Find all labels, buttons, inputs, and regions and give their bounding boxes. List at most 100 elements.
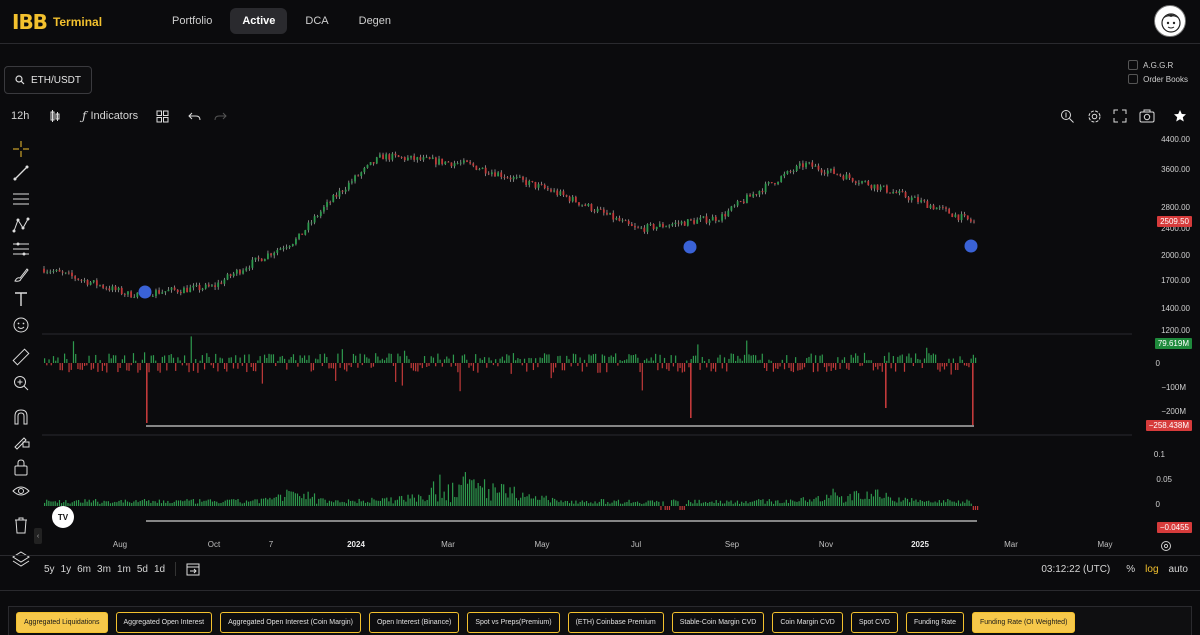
tradingview-logo[interactable]: TV: [52, 506, 74, 528]
indicator-button[interactable]: Spot CVD: [850, 612, 898, 633]
indicator-button[interactable]: Coin Margin CVD: [772, 612, 843, 633]
funding-bar: [337, 500, 339, 506]
cvd-bar: [279, 356, 281, 363]
candle-body: [792, 170, 795, 172]
ruler-icon[interactable]: [12, 348, 30, 366]
forecast-icon[interactable]: [12, 240, 30, 258]
fib-lines-icon[interactable]: [12, 190, 30, 208]
tab-degen[interactable]: Degen: [358, 15, 392, 27]
funding-bar: [322, 498, 324, 506]
funding-bar: [702, 502, 705, 506]
candle-type-icon[interactable]: [48, 109, 62, 123]
order-books-checkbox[interactable]: Order Books: [1128, 74, 1188, 84]
date-range-icon[interactable]: [186, 562, 200, 576]
camera-icon[interactable]: [1139, 109, 1155, 123]
cvd-bar: [132, 353, 135, 363]
price-chart[interactable]: [42, 130, 1132, 555]
cvd-bar: [832, 363, 834, 368]
cvd-bar: [872, 363, 874, 371]
indicator-button[interactable]: Stable-Coin Margin CVD: [671, 612, 765, 633]
price-axis: 4400.00 3600.00 2800.00 2400.00 2000.00 …: [1134, 130, 1200, 552]
eye-icon[interactable]: [12, 482, 30, 500]
liquidation-marker[interactable]: [683, 240, 697, 254]
app-logo[interactable]: IBB Terminal: [12, 10, 102, 34]
aggr-checkbox[interactable]: A.G.G.R: [1128, 60, 1188, 70]
range-1m[interactable]: 1m: [116, 563, 131, 575]
cvd-bar: [728, 358, 730, 363]
candle-body: [811, 162, 814, 167]
axis-settings-icon[interactable]: [1160, 540, 1172, 552]
interval-label: 12h: [11, 110, 30, 122]
candle-body: [870, 185, 873, 189]
lock-icon[interactable]: [12, 458, 30, 476]
candle-body: [487, 173, 490, 175]
percent-toggle[interactable]: %: [1126, 564, 1136, 575]
funding-bar: [564, 500, 566, 506]
zoom-in-icon[interactable]: [12, 374, 30, 392]
indicator-button[interactable]: Spot vs Preps(Premium): [467, 612, 560, 633]
candle-body: [239, 269, 241, 274]
interval-button[interactable]: 12h: [11, 110, 29, 122]
indicator-button[interactable]: Aggregated Open Interest (Coin Margin): [220, 612, 361, 633]
liquidation-marker[interactable]: [138, 285, 152, 299]
emoji-icon[interactable]: [12, 316, 30, 334]
tab-portfolio[interactable]: Portfolio: [172, 15, 213, 27]
favorite-star-icon[interactable]: [1173, 109, 1187, 123]
indicator-button[interactable]: Open Interest (Binance): [368, 612, 460, 633]
funding-bar: [460, 485, 462, 506]
candle-body: [774, 183, 776, 185]
zoom-icon[interactable]: [1060, 109, 1075, 124]
funding-bar: [902, 500, 904, 506]
range-5d[interactable]: 5d: [136, 563, 148, 575]
indicator-button[interactable]: (ETH) Coinbase Premium: [567, 612, 664, 633]
range-1y[interactable]: 1y: [60, 563, 72, 575]
cvd-bar: [177, 357, 179, 363]
layers-icon[interactable]: [12, 550, 30, 568]
auto-toggle[interactable]: auto: [1168, 564, 1188, 575]
layout-grid-icon[interactable]: [156, 110, 169, 123]
funding-bar: [968, 500, 970, 506]
pattern-icon[interactable]: [12, 216, 30, 234]
trash-icon[interactable]: [12, 516, 30, 534]
trend-line-icon[interactable]: [12, 164, 30, 182]
fullscreen-icon[interactable]: [1113, 109, 1127, 123]
range-6m[interactable]: 6m: [77, 563, 92, 575]
lock-drawing-icon[interactable]: [12, 432, 30, 450]
range-5y[interactable]: 5y: [44, 563, 55, 575]
symbol-search[interactable]: ETH/USDT: [4, 66, 92, 94]
crosshair-icon[interactable]: [12, 140, 30, 158]
cvd-bar: [779, 363, 781, 367]
avatar[interactable]: [1154, 5, 1186, 37]
settings-gear-icon[interactable]: [1087, 109, 1102, 124]
cvd-bar: [563, 363, 566, 371]
indicators-button[interactable]: ƒ Indicators: [82, 109, 138, 123]
funding-bar: [350, 500, 352, 506]
funding-bar: [505, 493, 507, 506]
tab-dca[interactable]: DCA: [305, 15, 329, 27]
log-toggle[interactable]: log: [1145, 564, 1159, 575]
redo-icon[interactable]: [214, 110, 227, 123]
brush-icon[interactable]: [12, 266, 30, 284]
cvd-bar: [926, 347, 928, 363]
liquidation-marker[interactable]: [964, 239, 978, 253]
cvd-bar: [635, 354, 637, 363]
cvd-bar: [117, 363, 119, 373]
text-icon[interactable]: [12, 290, 30, 308]
funding-bar: [891, 500, 894, 506]
indicator-button[interactable]: Funding Rate (OI Weighted): [971, 612, 1076, 633]
indicator-button[interactable]: Aggregated Open Interest: [115, 612, 213, 633]
indicator-button[interactable]: Funding Rate: [905, 612, 964, 633]
cvd-bar: [495, 359, 497, 363]
undo-icon[interactable]: [188, 110, 201, 123]
funding-bar: [921, 501, 923, 506]
indicator-button[interactable]: Aggregated Liquidations: [16, 612, 108, 633]
range-1d[interactable]: 1d: [153, 563, 166, 575]
collapse-toolbar-button[interactable]: ‹: [34, 528, 42, 544]
funding-bar: [532, 498, 535, 506]
cvd-tick: 0: [1155, 359, 1160, 368]
funding-bar: [840, 496, 843, 506]
magnet-icon[interactable]: [12, 408, 30, 426]
candle-body: [509, 177, 512, 180]
range-3m[interactable]: 3m: [97, 563, 111, 575]
tab-active[interactable]: Active: [230, 8, 288, 34]
